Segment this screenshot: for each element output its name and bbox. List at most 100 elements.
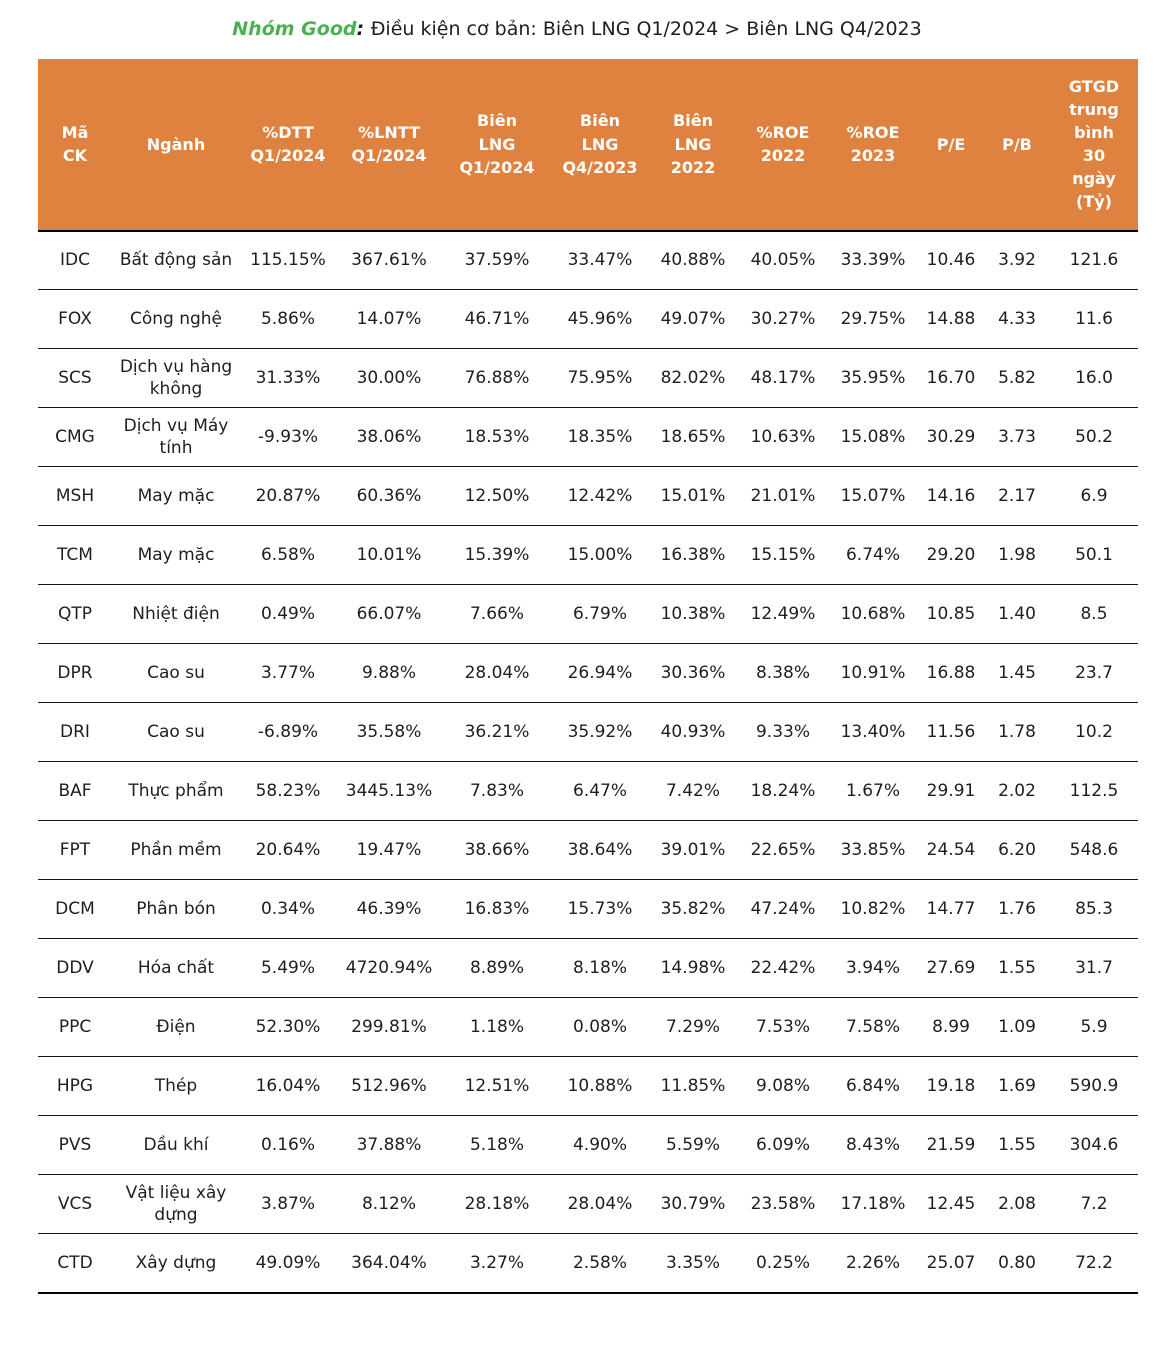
value-cell: 50.1 [1050,525,1138,586]
value-cell: 4720.94% [336,938,442,999]
value-cell: 304.6 [1050,1115,1138,1176]
table-row: IDC Bất động sản 115.15% 367.61% 37.59% 33.47… [38,230,1138,291]
value-cell: 13.40% [828,702,918,763]
value-cell: 60.36% [336,466,442,527]
column-header: %DTT Q1/2024 [240,58,336,232]
value-cell: 48.17% [738,348,828,409]
ticker-cell: DCM [38,879,112,940]
value-cell: 10.82% [828,879,918,940]
value-cell: 14.98% [648,938,738,999]
value-cell: 0.16% [240,1115,336,1176]
ticker-cell: IDC [38,230,112,291]
table-row: HPG Thép 16.04% 512.96% 12.51% 10.88% 11.85% 9.… [38,1056,1138,1117]
table-row: QTP Nhiệt điện 0.49% 66.07% 7.66% 6.79% 10.38%… [38,584,1138,645]
value-cell: 31.33% [240,348,336,409]
value-cell: 10.88% [552,1056,648,1117]
page-title: Nhóm Good: Điều kiện cơ bản: Biên LNG Q1… [0,16,1154,43]
value-cell: 3.92 [984,230,1050,291]
value-cell: 30.29 [918,407,984,468]
column-header: Biên LNG Q1/2024 [442,58,552,232]
ticker-cell: HPG [38,1056,112,1117]
value-cell: 2.08 [984,1174,1050,1235]
value-cell: 5.9 [1050,997,1138,1058]
value-cell: 115.15% [240,230,336,291]
industry-cell: Điện [112,997,240,1058]
value-cell: 15.07% [828,466,918,527]
value-cell: 14.07% [336,289,442,350]
value-cell: 16.70 [918,348,984,409]
ticker-cell: CTD [38,1233,112,1294]
value-cell: 33.85% [828,820,918,881]
value-cell: 1.76 [984,879,1050,940]
value-cell: 299.81% [336,997,442,1058]
value-cell: 19.18 [918,1056,984,1117]
value-cell: 37.88% [336,1115,442,1176]
value-cell: 33.47% [552,230,648,291]
value-cell: 20.64% [240,820,336,881]
value-cell: 12.49% [738,584,828,645]
column-header: Biên LNG 2022 [648,58,738,232]
value-cell: 512.96% [336,1056,442,1117]
value-cell: 3445.13% [336,761,442,822]
value-cell: 121.6 [1050,230,1138,291]
value-cell: 0.80 [984,1233,1050,1294]
value-cell: 10.63% [738,407,828,468]
industry-cell: Thép [112,1056,240,1117]
ticker-cell: SCS [38,348,112,409]
value-cell: 367.61% [336,230,442,291]
value-cell: 8.99 [918,997,984,1058]
value-cell: 14.88 [918,289,984,350]
value-cell: 35.58% [336,702,442,763]
value-cell: 16.88 [918,643,984,704]
value-cell: 39.01% [648,820,738,881]
value-cell: 18.65% [648,407,738,468]
ticker-cell: DRI [38,702,112,763]
value-cell: 6.20 [984,820,1050,881]
value-cell: 30.79% [648,1174,738,1235]
column-header: P/B [984,58,1050,232]
value-cell: 1.45 [984,643,1050,704]
value-cell: 29.20 [918,525,984,586]
value-cell: 7.53% [738,997,828,1058]
value-cell: 8.18% [552,938,648,999]
industry-cell: Thực phẩm [112,761,240,822]
ticker-cell: VCS [38,1174,112,1235]
industry-cell: Dịch vụ Máy tính [112,407,240,468]
ticker-cell: FOX [38,289,112,350]
value-cell: 8.89% [442,938,552,999]
value-cell: 18.24% [738,761,828,822]
table-row: DRI Cao su -6.89% 35.58% 36.21% 35.92% 40.93% 9… [38,702,1138,763]
value-cell: 12.45 [918,1174,984,1235]
industry-cell: Phần mềm [112,820,240,881]
value-cell: 49.09% [240,1233,336,1294]
value-cell: 7.29% [648,997,738,1058]
value-cell: 5.82 [984,348,1050,409]
table-row: PPC Điện 52.30% 299.81% 1.18% 0.08% 7.29% 7.53%… [38,997,1138,1058]
value-cell: 7.58% [828,997,918,1058]
value-cell: 15.00% [552,525,648,586]
industry-cell: Cao su [112,643,240,704]
title-separator: : [356,18,371,40]
table-row: MSH May mặc 20.87% 60.36% 12.50% 12.42% 15.01%… [38,466,1138,527]
stock-screening-table: Mã CK Ngành %DTT Q1/2024 %LNTT Q1/2024 Biên … [38,58,1138,1294]
value-cell: 15.73% [552,879,648,940]
industry-cell: Dịch vụ hàng không [112,348,240,409]
value-cell: 38.64% [552,820,648,881]
value-cell: 8.38% [738,643,828,704]
value-cell: 31.7 [1050,938,1138,999]
value-cell: 8.5 [1050,584,1138,645]
value-cell: 0.08% [552,997,648,1058]
value-cell: 19.47% [336,820,442,881]
value-cell: 3.73 [984,407,1050,468]
value-cell: 15.01% [648,466,738,527]
value-cell: 36.21% [442,702,552,763]
value-cell: 590.9 [1050,1056,1138,1117]
table-row: SCS Dịch vụ hàng không 31.33% 30.00% 76.88% 7… [38,348,1138,409]
value-cell: 23.7 [1050,643,1138,704]
industry-cell: Phân bón [112,879,240,940]
table-row: PVS Dầu khí 0.16% 37.88% 5.18% 4.90% 5.59% 6.09… [38,1115,1138,1176]
table-header-row: Mã CK Ngành %DTT Q1/2024 %LNTT Q1/2024 Biên … [38,58,1138,232]
industry-cell: Cao su [112,702,240,763]
value-cell: 46.71% [442,289,552,350]
value-cell: 0.34% [240,879,336,940]
